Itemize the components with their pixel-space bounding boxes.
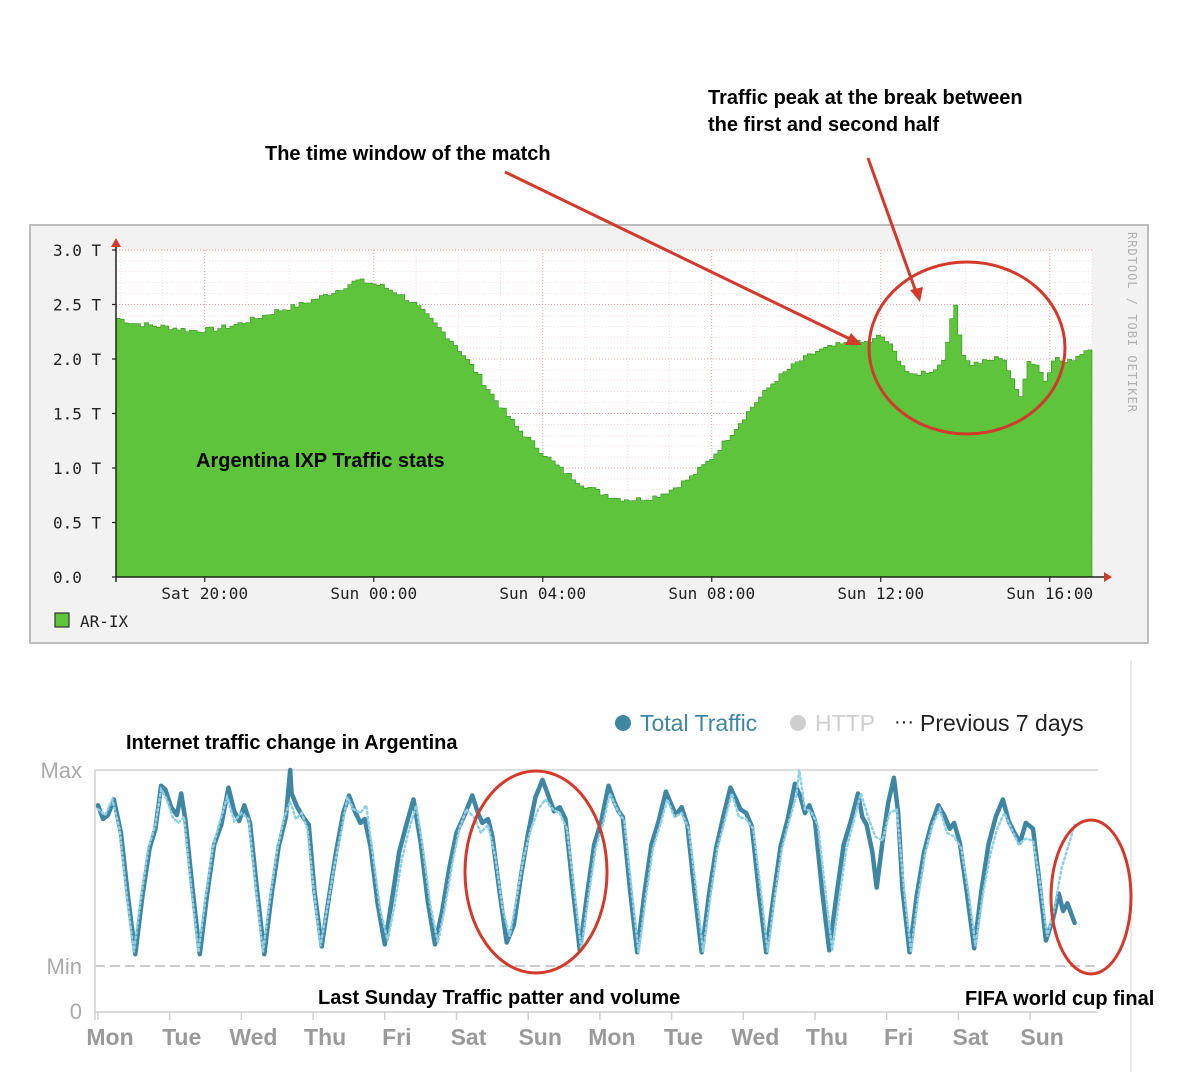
day-label: Tue [162, 1024, 201, 1050]
ixp-x-axis-arrow [1104, 572, 1112, 582]
day-label: Mon [588, 1024, 635, 1050]
day-label: Sun [1020, 1024, 1063, 1050]
ixp-y-tick-label: 2.5 T [53, 296, 102, 315]
ixp-y-tick-label: 0.5 T [53, 514, 102, 533]
day-label: Fri [884, 1024, 913, 1050]
bottom-legend[interactable]: Total Traffic HTTP ··· Previous 7 days [615, 710, 1084, 736]
ixp-x-tick-label: Sun 08:00 [668, 584, 755, 603]
traffic-change-chart: Total Traffic HTTP ··· Previous 7 days I… [40, 660, 1154, 1072]
ixp-y-tick-label: 3.0 T [53, 241, 102, 260]
final-circle [1049, 818, 1133, 976]
day-label: Sun [518, 1024, 561, 1050]
http-legend-label[interactable]: HTTP [815, 710, 875, 736]
annotation-last-sunday: Last Sunday Traffic patter and volume [318, 987, 680, 1009]
annotation-peak: Traffic peak at the break between [708, 87, 1023, 109]
ixp-legend-label: AR-IX [80, 612, 129, 631]
annotation-internet-title: Internet traffic change in Argentina [126, 732, 458, 754]
peak-arrow-head [910, 287, 923, 302]
ixp-y-tick-label: 2.0 T [53, 350, 102, 369]
day-label: Wed [731, 1024, 779, 1050]
total-traffic-line [95, 767, 1077, 957]
day-label: Fri [382, 1024, 411, 1050]
ixp-x-tick-label: Sun 04:00 [499, 584, 586, 603]
ixp-traffic-area [115, 278, 1093, 578]
y-label-max: Max [40, 758, 82, 783]
ixp-x-tick-label: Sun 00:00 [330, 584, 417, 603]
day-label: Tue [664, 1024, 703, 1050]
day-ticks [97, 1012, 1031, 1020]
peak-circle [867, 260, 1067, 436]
annotation-final: FIFA world cup final [965, 988, 1154, 1010]
annotation-ixp-title: Argentina IXP Traffic stats [196, 450, 445, 472]
last-sunday-circle [463, 769, 609, 975]
ixp-y-tick-label: 1.5 T [53, 405, 102, 424]
day-label: Thu [806, 1024, 848, 1050]
ixp-y-tick-label: 1.0 T [53, 459, 102, 478]
ixp-y-tick-label: 0.0 [53, 568, 82, 587]
total-traffic-legend-label[interactable]: Total Traffic [640, 710, 757, 736]
ixp-y-ticks: 0.0 0.5 T 1.0 T 1.5 T 2.0 T 2.5 T 3.0 T [53, 241, 116, 587]
ixp-x-tick-label: Sat 20:00 [161, 584, 248, 603]
ixp-x-tick-label: Sun 16:00 [1006, 584, 1093, 603]
ixp-x-ticks: Sat 20:00 Sun 00:00 Sun 04:00 Sun 08:00 Sun … [161, 577, 1093, 603]
match-arrow-head [845, 333, 862, 345]
ixp-legend-swatch [54, 612, 70, 628]
y-label-min: Min [47, 954, 82, 979]
match-arrow [504, 170, 853, 342]
day-label: Mon [86, 1024, 133, 1050]
y-label-zero: 0 [70, 999, 82, 1024]
ixp-y-axis-arrow [111, 238, 121, 247]
day-label: Sat [953, 1024, 989, 1050]
ixp-x-tick-label: Sun 12:00 [837, 584, 924, 603]
annotation-peak-line2: the first and second half [708, 114, 939, 136]
http-legend-dot [790, 715, 806, 731]
previous-7-days-line [96, 769, 1076, 953]
previous-7-days-legend-marker: ··· [894, 711, 914, 733]
annotation-arrows [504, 157, 1067, 436]
day-label: Thu [304, 1024, 346, 1050]
ixp-watermark: RRDTOOL / TOBI OETIKER [1125, 232, 1139, 413]
previous-7-days-legend-label[interactable]: Previous 7 days [920, 710, 1084, 736]
peak-arrow [866, 157, 918, 293]
annotation-match: The time window of the match [265, 143, 551, 165]
total-traffic-legend-dot [615, 715, 631, 731]
day-label: Sat [451, 1024, 487, 1050]
day-label: Wed [229, 1024, 277, 1050]
day-labels: Mon Tue Wed Thu Fri Sat Sun Mon Tue Wed Thu Fri Sat S… [86, 1024, 1063, 1050]
